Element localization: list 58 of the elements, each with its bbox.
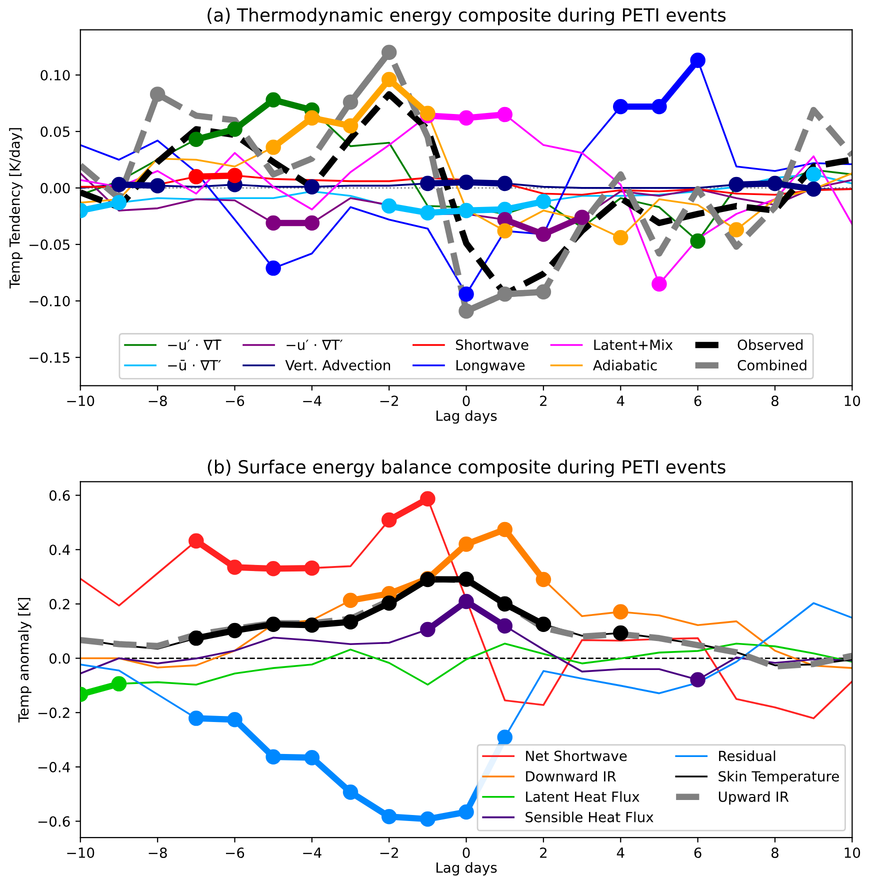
legend-label: Sensible Heat Flux	[526, 812, 654, 822]
x-tick-label: 6	[694, 396, 702, 406]
y-axis-title: Temp anomaly [K]	[18, 598, 32, 723]
legend-label: Vert. Advection	[285, 360, 390, 370]
x-axis-title: Lag days	[436, 410, 497, 424]
legend-label: Observed	[738, 339, 803, 350]
x-tick-label: −6	[226, 396, 244, 406]
x-tick-label: −8	[148, 848, 167, 858]
legend-label: −ū · ∇T′	[168, 360, 221, 370]
x-tick-label: 8	[772, 848, 778, 858]
x-axis-title: Lag days	[436, 862, 497, 876]
y-tick-label: 0.00	[40, 182, 70, 194]
legend-label: Combined	[738, 360, 806, 370]
y-tick-label: 0.2	[50, 598, 70, 610]
x-tick-label: −2	[380, 396, 398, 406]
chart-title: (a) Thermodynamic energy composite during PETI events	[208, 8, 726, 26]
x-tick-label: 8	[772, 396, 778, 406]
y-tick-label: −0.2	[38, 708, 70, 718]
y-tick-label: 0.6	[50, 490, 70, 501]
y-tick-label: −0.15	[30, 352, 70, 363]
y-tick-label: 0.10	[40, 70, 70, 80]
legend-label: Residual	[719, 750, 776, 762]
x-tick-label: 0	[462, 848, 470, 858]
x-tick-label: 4	[616, 396, 624, 406]
x-tick-label: −8	[148, 396, 167, 406]
x-tick-label: 10	[844, 396, 860, 406]
x-tick-label: 6	[694, 848, 702, 858]
y-tick-label: −0.10	[30, 296, 70, 306]
y-tick-label: −0.05	[30, 239, 70, 250]
legend-label: −u′ · ∇T̄	[168, 340, 222, 350]
legend-label: Shortwave	[456, 339, 528, 350]
x-tick-label: 10	[844, 848, 860, 858]
y-axis-title: Temp Tendency [K/day]	[9, 128, 23, 289]
legend-label: Upward IR	[718, 791, 789, 805]
legend-label: Latent+Mix	[594, 339, 673, 350]
x-tick-label: −4	[303, 848, 322, 858]
legend-label: Adiabatic	[593, 360, 657, 370]
y-tick-label: 0.4	[50, 544, 70, 556]
x-tick-label: 4	[616, 848, 624, 858]
y-tick-label: 0.0	[50, 653, 70, 664]
x-tick-label: −2	[380, 848, 398, 858]
y-tick-label: 0.05	[40, 126, 70, 137]
x-tick-label: −10	[67, 848, 94, 858]
legend-label: Net Shortwave	[526, 750, 627, 762]
y-tick-label: −0.6	[38, 816, 70, 827]
x-tick-label: −4	[303, 396, 322, 406]
x-tick-label: −10	[67, 396, 94, 406]
legend-label: −u′ · ∇T′	[286, 340, 343, 350]
x-tick-label: 2	[540, 848, 546, 858]
chart-title: (b) Surface energy balance composite during PETI events	[208, 460, 726, 478]
legend-label: Longwave	[456, 360, 525, 374]
legend-label: Latent Heat Flux	[526, 791, 640, 802]
y-tick-label: −0.4	[38, 762, 70, 772]
legend-label: Downward IR	[526, 770, 616, 782]
x-tick-label: 2	[540, 396, 546, 406]
x-tick-label: −6	[226, 848, 244, 858]
x-tick-label: 0	[462, 396, 470, 406]
legend-label: Skin Temperature	[718, 770, 839, 784]
